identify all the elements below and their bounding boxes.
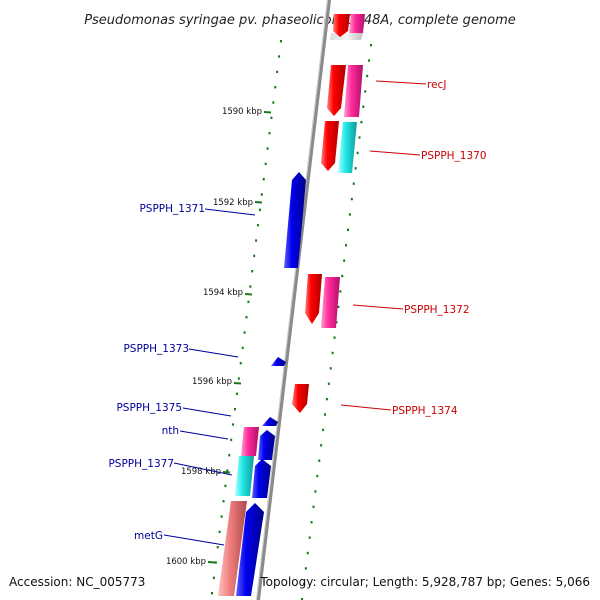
cds-nth[interactable] <box>258 430 275 460</box>
leader-metG <box>163 534 225 546</box>
gene-label-recJ[interactable]: recJ <box>427 79 446 91</box>
outer-tick-track <box>211 40 282 595</box>
kbp-tick-mark <box>207 561 216 564</box>
cds-PSPPH-1373[interactable] <box>271 357 286 366</box>
cds-PSPPH-1370[interactable] <box>321 121 339 171</box>
genome-backbone <box>256 0 331 600</box>
kbp-tick-mark <box>233 382 242 385</box>
genome-backbone-highlight <box>256 0 328 600</box>
gene-label-nth[interactable]: nth <box>162 425 179 437</box>
leader-PSPPH-1377 <box>173 462 233 476</box>
leader-PSPPH-1372 <box>352 304 404 310</box>
gene-metG[interactable] <box>218 501 247 596</box>
kbp-tick-mark <box>222 471 231 474</box>
cds-PSPPH-1374[interactable] <box>292 384 309 413</box>
gene-label-PSPPH-1375[interactable]: PSPPH_1375 <box>116 402 182 414</box>
kbp-tick-mark <box>263 111 272 114</box>
map-title: Pseudomonas syringae pv. phaseolicola 14… <box>84 13 516 28</box>
gene-pink-top[interactable] <box>349 14 365 33</box>
tick-label-1596: 1596 kbp <box>192 377 232 387</box>
cds-PSPPH-1372[interactable] <box>305 274 322 324</box>
gene-label-PSPPH-1372[interactable]: PSPPH_1372 <box>404 304 470 316</box>
inner-tick-track <box>301 44 372 600</box>
leader-PSPPH-1373 <box>188 348 239 358</box>
forward-track-frame <box>330 33 363 40</box>
accession-text: Accession: NC_005773 <box>9 575 145 589</box>
gene-PSPPH-1377[interactable] <box>235 456 254 496</box>
kbp-tick-mark <box>254 201 263 204</box>
leader-PSPPH-1375 <box>182 407 232 417</box>
gene-nth[interactable] <box>241 427 259 456</box>
cds-PSPPH-1377[interactable] <box>252 459 271 498</box>
gene-label-metG[interactable]: metG <box>134 530 163 542</box>
kbp-tick-marks <box>207 111 272 564</box>
tick-label-1598: 1598 kbp <box>181 467 221 477</box>
tick-label-1590: 1590 kbp <box>222 107 262 117</box>
leader-PSPPH-1374 <box>340 404 392 411</box>
tick-label-1594: 1594 kbp <box>203 288 243 298</box>
tick-label-1600: 1600 kbp <box>166 557 206 567</box>
gene-PSPPH-1372[interactable] <box>321 277 340 328</box>
leader-nth <box>179 430 229 440</box>
gene-label-PSPPH-1370[interactable]: PSPPH_1370 <box>421 150 487 162</box>
cds-recJ[interactable] <box>327 65 346 116</box>
summary-text: Topology: circular; Length: 5,928,787 bp… <box>259 575 590 589</box>
leader-PSPPH-1370 <box>369 150 421 156</box>
cds-forward-top[interactable] <box>333 14 350 37</box>
tick-label-1592: 1592 kbp <box>213 198 253 208</box>
cds-metG[interactable] <box>236 503 264 596</box>
gene-PSPPH-1370[interactable] <box>338 122 357 173</box>
cds-PSPPH-1375[interactable] <box>262 417 278 426</box>
leader-recJ <box>375 80 427 85</box>
leader-PSPPH-1371 <box>204 208 256 216</box>
gene-label-PSPPH-1373[interactable]: PSPPH_1373 <box>123 343 189 355</box>
gene-recJ[interactable] <box>344 65 363 117</box>
gene-label-PSPPH-1377[interactable]: PSPPH_1377 <box>108 458 174 470</box>
cds-PSPPH-1371[interactable] <box>284 172 306 268</box>
gene-label-PSPPH-1374[interactable]: PSPPH_1374 <box>392 405 458 417</box>
kbp-tick-mark <box>244 293 253 296</box>
gene-label-PSPPH-1371[interactable]: PSPPH_1371 <box>139 203 205 215</box>
